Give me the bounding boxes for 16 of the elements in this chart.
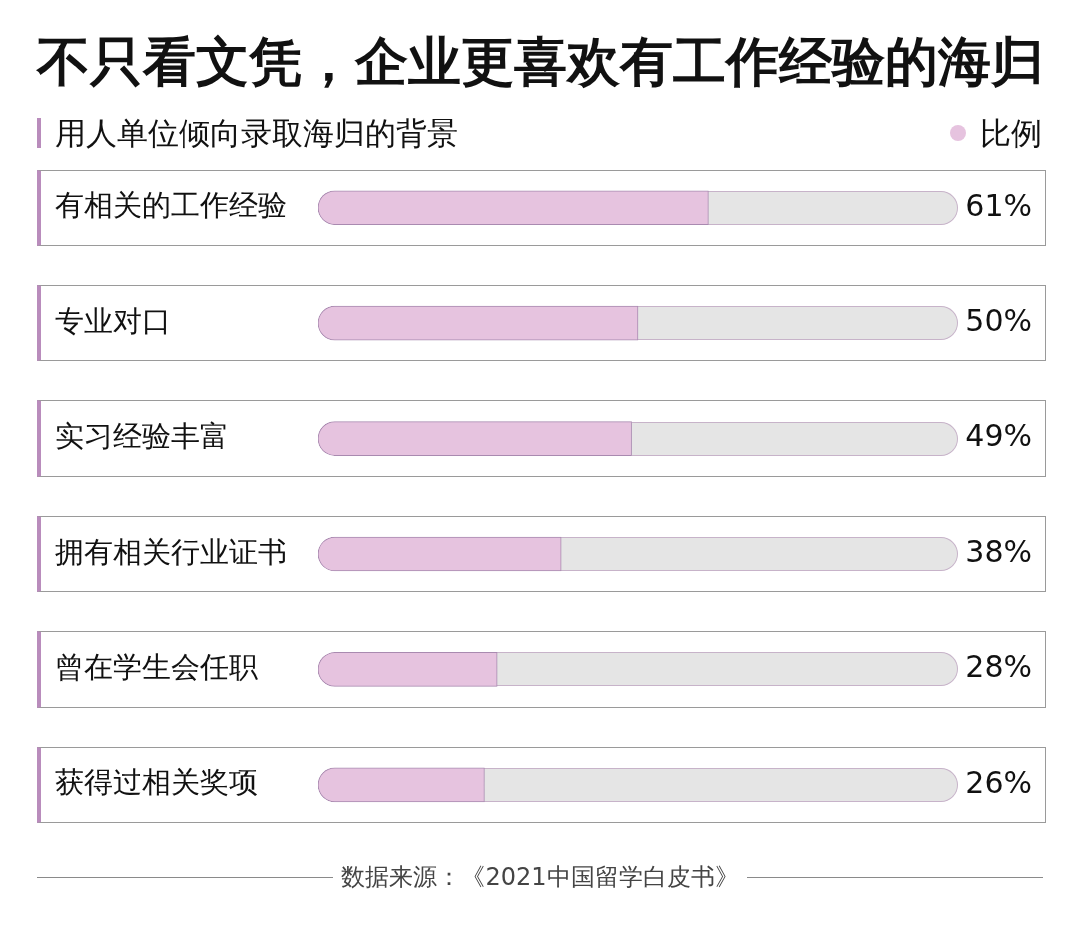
source-note: 数据来源：《2021中国留学白皮书》 xyxy=(341,862,739,893)
y-tick-label: 曾在学生会任职 xyxy=(55,649,258,684)
data-label: 28% xyxy=(965,649,1032,685)
data-label: 61% xyxy=(965,187,1032,223)
chart-title: 不只看文凭，企业更喜欢有工作经验的海归 xyxy=(35,30,1045,94)
y-tick-label: 专业对口 xyxy=(55,303,171,338)
data-label: 38% xyxy=(965,533,1032,569)
y-tick-label: 实习经验丰富 xyxy=(55,419,229,454)
data-label: 50% xyxy=(965,302,1032,338)
y-tick-label: 获得过相关奖项 xyxy=(55,765,258,800)
data-label: 49% xyxy=(965,418,1032,454)
y-tick-label: 有相关的工作经验 xyxy=(55,188,287,223)
data-label: 26% xyxy=(965,764,1032,800)
legend-label: 比例 xyxy=(980,114,1042,153)
y-tick-label: 拥有相关行业证书 xyxy=(55,534,287,569)
chart-subtitle: 用人单位倾向录取海归的背景 xyxy=(55,114,458,153)
